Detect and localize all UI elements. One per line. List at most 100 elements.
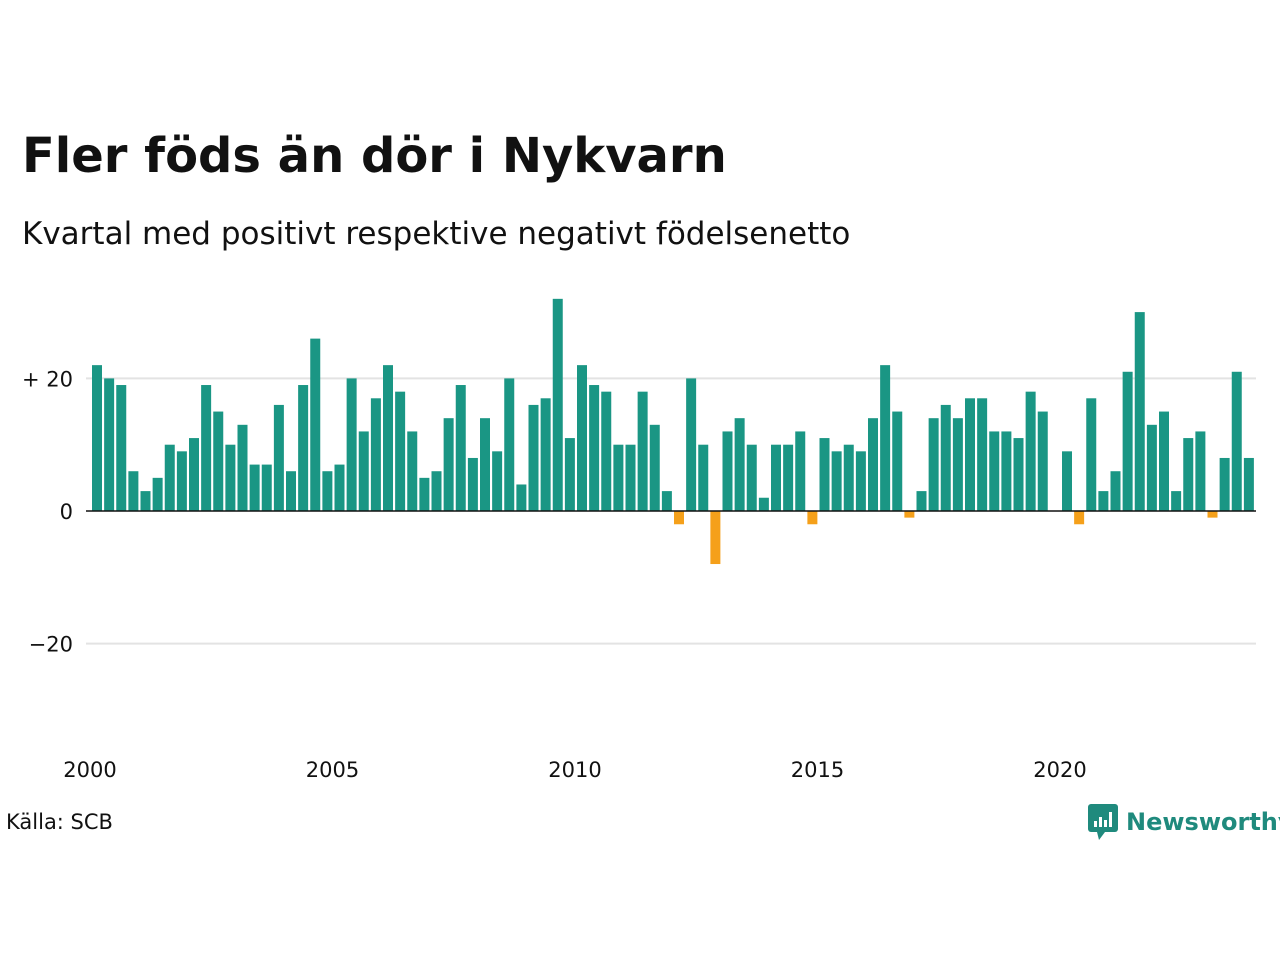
bar	[868, 418, 878, 511]
bar	[916, 491, 927, 511]
bar	[128, 471, 139, 511]
bar	[346, 378, 357, 511]
y-tick-label: + 20	[22, 367, 73, 391]
bar	[261, 464, 272, 511]
source-label: Källa: SCB	[6, 810, 113, 834]
bar	[783, 444, 794, 511]
bar	[383, 365, 393, 511]
bar	[431, 471, 442, 511]
bar	[1062, 451, 1072, 511]
bar	[1159, 411, 1169, 511]
bar	[225, 444, 236, 511]
bar	[564, 438, 575, 511]
bar	[419, 477, 430, 511]
newsworthy-logo-text: Newsworthy	[1126, 808, 1280, 836]
bar	[771, 444, 781, 511]
bar	[831, 451, 842, 511]
bar	[516, 484, 527, 511]
bar	[1110, 471, 1121, 511]
bar	[152, 477, 163, 511]
bar	[1001, 431, 1012, 511]
chart-subtitle: Kvartal med positivt respektive negativt…	[22, 216, 851, 252]
bar-chart: + 20 0 −20 2000 2005 2010 2015 2020	[22, 298, 1256, 782]
bar	[552, 298, 563, 511]
bar	[528, 404, 539, 511]
bar	[855, 451, 866, 511]
bar	[577, 365, 587, 511]
axes: + 20 0 −20 2000 2005 2010 2015 2020	[22, 367, 1256, 782]
chart-title: Fler föds än dör i Nykvarn	[22, 128, 727, 184]
bar	[358, 431, 369, 511]
bar	[273, 404, 284, 511]
y-tick-label: 0	[60, 500, 73, 524]
bar	[1086, 398, 1097, 511]
x-tick-label: 2015	[791, 758, 844, 782]
bar	[213, 411, 224, 511]
bar	[286, 471, 296, 511]
bar	[1183, 438, 1194, 511]
bar	[965, 398, 975, 511]
bar	[1243, 457, 1254, 511]
bar	[601, 391, 612, 511]
bar	[734, 418, 745, 511]
bar	[140, 491, 151, 511]
bar	[698, 444, 709, 511]
bar	[1195, 431, 1206, 511]
bar	[940, 404, 951, 511]
bar	[1219, 457, 1230, 511]
y-tick-label: −20	[29, 633, 73, 657]
bar	[480, 418, 490, 511]
newsworthy-logo-icon	[1088, 804, 1118, 840]
bar	[104, 378, 115, 511]
bar	[1122, 371, 1133, 511]
bar	[613, 444, 624, 511]
bar	[1231, 371, 1242, 511]
bar	[758, 497, 769, 511]
bar	[637, 391, 648, 511]
bar	[928, 418, 939, 511]
bar	[1134, 312, 1145, 511]
bar	[807, 511, 818, 525]
bar	[1025, 391, 1036, 511]
bar	[1098, 491, 1109, 511]
gridlines	[86, 377, 1256, 645]
bar	[710, 511, 721, 565]
bar	[176, 451, 187, 511]
bars	[92, 298, 1254, 565]
x-tick-label: 2010	[548, 758, 601, 782]
bar	[1171, 491, 1182, 511]
bar	[116, 385, 127, 511]
x-tick-label: 2005	[306, 758, 359, 782]
bar	[1146, 424, 1157, 511]
bar	[370, 398, 381, 511]
bar	[467, 457, 478, 511]
bar	[989, 431, 1000, 511]
bar	[904, 511, 915, 518]
bar	[395, 391, 406, 511]
bar	[722, 431, 733, 511]
bar	[334, 464, 345, 511]
x-tick-label: 2020	[1033, 758, 1086, 782]
bar	[746, 444, 757, 511]
x-tick-label: 2000	[63, 758, 116, 782]
bar	[625, 444, 636, 511]
bar	[92, 365, 102, 511]
bar	[455, 385, 466, 511]
bar	[249, 464, 260, 511]
bar	[1074, 511, 1085, 525]
bar	[589, 385, 600, 511]
bar	[892, 411, 903, 511]
bar	[504, 378, 515, 511]
bar	[237, 424, 248, 511]
bar	[201, 385, 212, 511]
newsworthy-logo: Newsworthy	[1088, 804, 1280, 840]
bar	[1037, 411, 1048, 511]
bar	[1013, 438, 1024, 511]
bar	[649, 424, 660, 511]
bar	[795, 431, 806, 511]
bar	[540, 398, 551, 511]
bar	[819, 438, 830, 511]
bar	[686, 378, 697, 511]
bar	[977, 398, 988, 511]
bar	[322, 471, 333, 511]
